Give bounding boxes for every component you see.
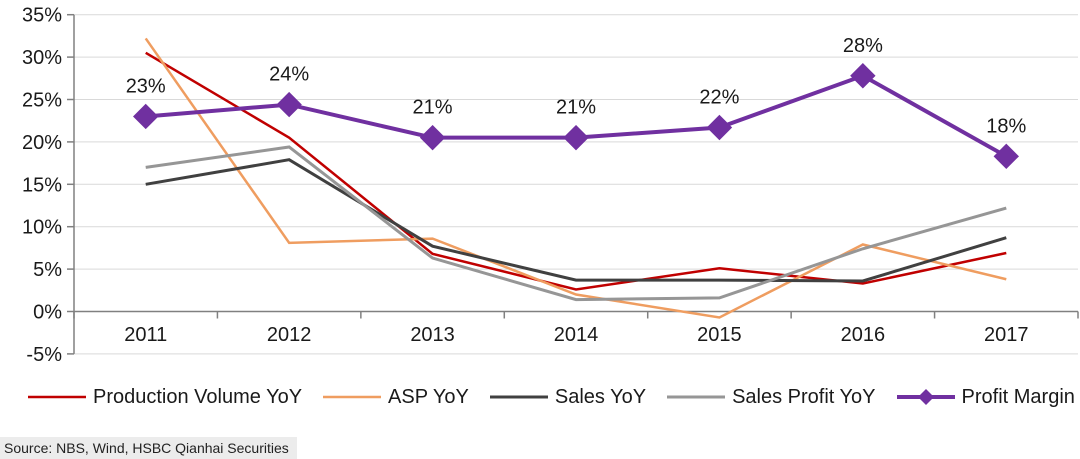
data-label: 23% <box>126 75 166 97</box>
diamond-marker-profit-margin <box>563 124 589 151</box>
legend-item-profit-margin: Profit Margin <box>896 386 1075 408</box>
data-label: 18% <box>986 115 1026 137</box>
diamond-marker-profit-margin <box>850 63 876 89</box>
y-tick-label: 30% <box>22 47 62 69</box>
series-line-sales-yoy <box>145 158 1007 283</box>
legend-item-sales-yoy: Sales YoY <box>489 386 647 408</box>
x-tick-label: 2015 <box>697 324 742 346</box>
line-chart: 35% 30% 25% 20% 15% 10% 5% 0% -5% 2011 2012 2013 201… <box>22 5 1079 366</box>
source-note: Source: NBS, Wind, HSBC Qianhai Securiti… <box>0 437 297 459</box>
x-tick-label: 2017 <box>984 324 1029 346</box>
series-line-sales-profit-yoy <box>145 145 1007 302</box>
legend-swatch-sales-yoy <box>489 395 548 399</box>
series-line-production-volume-yoy <box>145 51 1007 291</box>
y-tick-label: 10% <box>22 217 62 239</box>
legend-swatch-profit-margin <box>896 389 955 405</box>
data-label: 21% <box>413 97 453 119</box>
y-tick-label: 25% <box>22 90 62 112</box>
x-tick-label: 2016 <box>841 324 886 346</box>
x-tick-label: 2013 <box>410 324 455 346</box>
diamond-marker-profit-margin <box>419 124 446 151</box>
legend-label: Production Volume YoY <box>93 386 303 408</box>
y-tick-label: 15% <box>22 174 62 196</box>
diamond-marker-profit-margin <box>276 91 302 118</box>
y-tick-label: 20% <box>22 132 62 154</box>
source-text: Source: NBS, Wind, HSBC Qianhai Securiti… <box>4 440 289 456</box>
legend-label: Profit Margin <box>961 386 1075 408</box>
legend-item-production-volume-yoy: Production Volume YoY <box>28 387 302 407</box>
chart-legend: Production Volume YoY ASP YoY Sales YoY Sal… <box>0 380 1080 414</box>
y-tick-label: 35% <box>22 5 62 27</box>
legend-label: Sales YoY <box>554 386 647 408</box>
legend-diamond-marker <box>917 389 934 405</box>
y-tick-label: 5% <box>33 259 62 281</box>
diamond-marker-profit-margin <box>706 114 733 141</box>
legend-label: ASP YoY <box>388 386 469 408</box>
x-tick-label: 2014 <box>554 324 599 346</box>
legend-item-sales-profit-yoy: Sales Profit YoY <box>667 386 876 408</box>
diamond-marker-profit-margin <box>993 143 1019 170</box>
data-label: 24% <box>269 64 309 86</box>
legend-item-asp-yoy: ASP YoY <box>323 387 469 407</box>
y-tick-label: -5% <box>26 344 62 366</box>
legend-swatch-sales-profit-yoy <box>667 395 726 399</box>
x-tick-label: 2012 <box>267 324 312 346</box>
x-tick-label: 2011 <box>124 324 167 346</box>
data-label: 22% <box>699 86 739 108</box>
legend-swatch-asp-yoy <box>323 395 382 399</box>
legend-swatch-production-volume-yoy <box>28 395 86 399</box>
series-line-asp-yoy <box>144 37 1007 319</box>
diamond-marker-profit-margin <box>133 103 159 130</box>
data-label: 28% <box>843 35 883 57</box>
y-tick-label: 0% <box>33 302 62 324</box>
data-label: 21% <box>556 97 596 119</box>
legend-label: Sales Profit YoY <box>732 386 876 408</box>
